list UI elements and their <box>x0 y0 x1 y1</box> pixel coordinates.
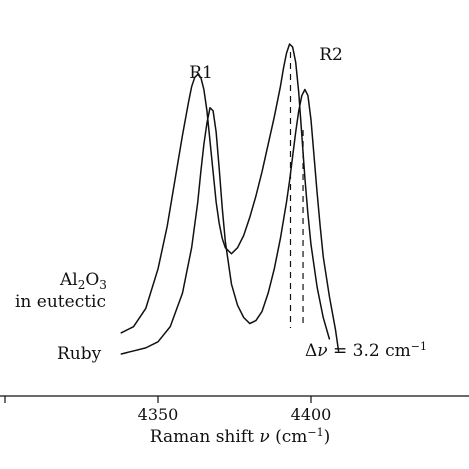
peak-label-r2: R2 <box>319 45 343 65</box>
x-axis-ticks: 4350 4400 <box>4 396 332 424</box>
x-axis-title-symbol: ν <box>259 427 269 447</box>
al2o3-mid-text: O <box>85 270 99 290</box>
x-axis-title-prefix: Raman shift <box>150 427 260 447</box>
x-tick-label-4350: 4350 <box>138 405 179 424</box>
delta-nu-annotation: Δν = 3.2 cm−1 <box>305 340 427 362</box>
peak-reference-lines <box>289 52 304 328</box>
ruby-series-label: Ruby <box>57 344 102 364</box>
peak-label-r1: R1 <box>189 63 213 83</box>
x-axis-title: Raman shift ν (cm−1) <box>150 426 330 448</box>
al2o3-sub-2: 2 <box>78 278 86 292</box>
delta-exponent: −1 <box>411 340 427 353</box>
x-axis-title-unit-open: (cm <box>270 427 308 447</box>
al2o3-spectrum-line <box>120 43 331 340</box>
nu-symbol: ν <box>317 341 327 361</box>
al2o3-series-label: Al2O3 <box>59 270 107 292</box>
al2o3-base-text: Al <box>59 270 78 290</box>
al2o3-sub-3: 3 <box>99 278 107 292</box>
spectra-series <box>120 43 340 355</box>
x-axis-title-unit-exp: −1 <box>307 426 323 439</box>
ruby-spectrum-line <box>120 88 340 355</box>
al2o3-series-label-line-2: in eutectic <box>15 292 106 312</box>
delta-value-text: = 3.2 cm <box>328 341 411 361</box>
x-tick-label-4400: 4400 <box>291 405 332 424</box>
x-axis-title-unit-close: ) <box>324 427 331 447</box>
delta-symbol: Δ <box>305 341 317 361</box>
